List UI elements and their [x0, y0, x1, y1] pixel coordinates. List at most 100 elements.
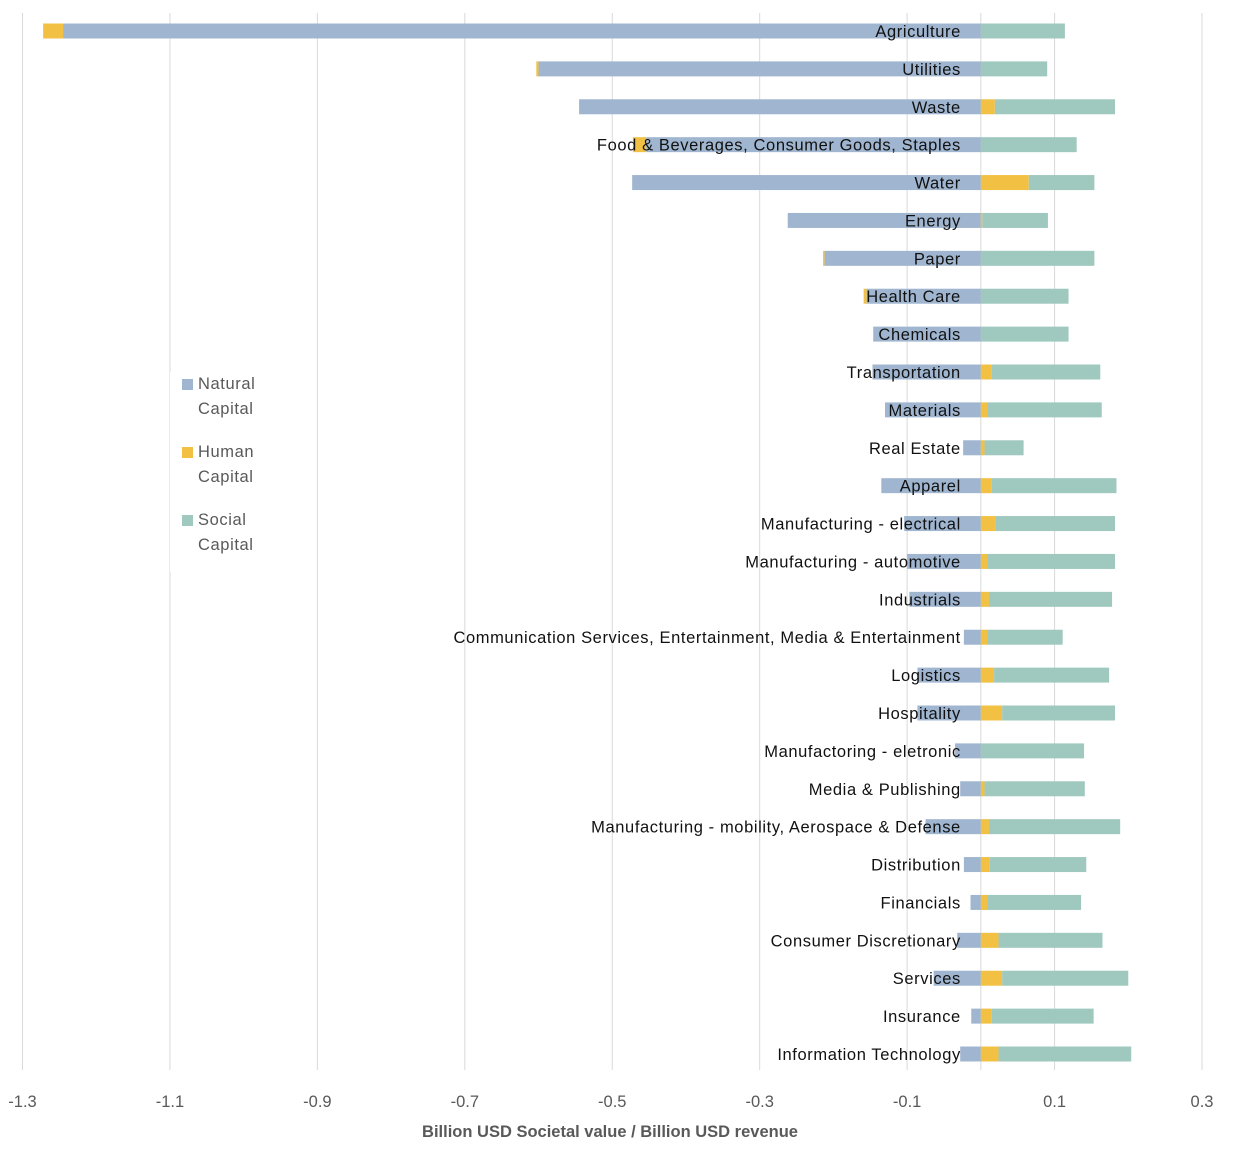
bar-natural-capital [909, 591, 981, 607]
bar-human-capital [980, 667, 995, 683]
bar-natural-capital [963, 629, 981, 645]
bar-social-capital [994, 667, 1110, 683]
bar-human-capital [980, 894, 988, 910]
bar-social-capital [988, 591, 1113, 607]
bar-social-capital [1028, 175, 1095, 191]
bar-social-capital [991, 1008, 1094, 1024]
bar-human-capital [980, 591, 989, 607]
category-label: Media & Publishing [809, 781, 961, 799]
category-label: Communication Services, Entertainment, M… [453, 629, 960, 647]
category-label: Transportation [847, 364, 961, 382]
bar-social-capital [984, 781, 1085, 797]
bar-social-capital [998, 1046, 1132, 1062]
bar-social-capital [991, 478, 1117, 494]
x-tick-label: -0.5 [598, 1093, 626, 1111]
bar-social-capital [988, 819, 1121, 835]
bar-natural-capital [873, 326, 981, 342]
bar-natural-capital [970, 894, 981, 910]
bar-social-capital [1002, 970, 1129, 986]
bar-social-capital [987, 629, 1063, 645]
bar-social-capital [984, 440, 1024, 456]
bar-social-capital [989, 857, 1087, 873]
bar-human-capital [980, 932, 999, 948]
bar-human-capital [632, 137, 647, 153]
bar-natural-capital [904, 516, 981, 532]
legend-label: Human [198, 443, 255, 461]
category-label: Industrials [879, 591, 961, 609]
legend-label: Natural [198, 375, 256, 393]
category-label: Distribution [871, 857, 961, 875]
legend-item-natural-capital: Natural Capital [170, 372, 280, 422]
x-tick-label: -0.1 [893, 1093, 921, 1111]
bar-human-capital [980, 516, 996, 532]
bar-natural-capital [907, 553, 981, 569]
legend-label: Social [198, 511, 247, 529]
bar-human-capital [980, 705, 1003, 721]
bar-natural-capital [787, 212, 981, 228]
bar-social-capital [980, 61, 1048, 77]
bar-social-capital [980, 743, 1085, 759]
bar-natural-capital [963, 440, 981, 456]
bars [43, 23, 1132, 1062]
category-label: Health Care [866, 288, 961, 306]
bar-social-capital [987, 402, 1102, 418]
bar-human-capital [980, 1008, 992, 1024]
bar-human-capital [980, 478, 992, 494]
category-label: Agriculture [875, 23, 960, 41]
category-label: Water [914, 175, 960, 193]
bar-social-capital [994, 99, 1116, 115]
bar-natural-capital [872, 364, 981, 380]
bar-natural-capital [960, 1046, 981, 1062]
bar-social-capital [991, 364, 1101, 380]
bar-human-capital [980, 1046, 999, 1062]
bar-human-capital [980, 99, 995, 115]
category-label: Services [893, 970, 961, 988]
x-tick-label: -0.3 [745, 1093, 773, 1111]
category-label: Materials [889, 402, 961, 420]
x-tick-label: 0.1 [1043, 1093, 1066, 1111]
legend-swatch-human [182, 447, 193, 458]
bar-social-capital [980, 288, 1069, 304]
bar-natural-capital [963, 857, 981, 873]
category-label: Manufacturing - electrical [761, 516, 961, 534]
bar-natural-capital [866, 288, 981, 304]
bar-natural-capital [925, 819, 981, 835]
bar-natural-capital [881, 478, 981, 494]
legend-label: Capital [198, 536, 254, 554]
category-label: Manufacturing - automotive [745, 553, 961, 571]
category-label: Hospitality [878, 705, 961, 723]
bar-social-capital [987, 894, 1082, 910]
x-tick-label: -0.9 [303, 1093, 331, 1111]
x-tick-labels: -1.3 -1.1 -0.9 -0.7 -0.5 -0.3 -0.1 0.1 0.3 [8, 1093, 1213, 1111]
bar-natural-capital [63, 23, 981, 39]
bar-social-capital [980, 326, 1069, 342]
bar-social-capital [987, 553, 1116, 569]
category-label: Manufactoring - eletronic [764, 743, 961, 761]
bar-natural-capital [933, 970, 981, 986]
bar-social-capital [998, 932, 1103, 948]
category-label: Utilities [902, 61, 961, 79]
category-label: Apparel [900, 478, 961, 496]
bar-natural-capital [957, 932, 981, 948]
bar-natural-capital [960, 781, 981, 797]
category-label: Consumer Discretionary [771, 932, 961, 950]
bar-human-capital [980, 175, 1029, 191]
bar-human-capital [43, 23, 64, 39]
bar-natural-capital [917, 705, 981, 721]
category-label: Real Estate [869, 440, 961, 458]
bar-social-capital [1002, 705, 1116, 721]
bar-natural-capital [971, 1008, 981, 1024]
x-axis-title: Billion USD Societal value / Billion USD… [422, 1123, 798, 1141]
category-label: Paper [914, 250, 961, 268]
bar-natural-capital [955, 743, 981, 759]
bar-natural-capital [646, 137, 981, 153]
category-label: Manufacturing - mobility, Aerospace & De… [591, 819, 961, 837]
legend: Natural Capital Human Capital Social Cap… [170, 372, 280, 572]
category-label: Waste [912, 99, 961, 117]
bar-human-capital [980, 402, 988, 418]
category-label: Chemicals [878, 326, 960, 344]
bar-human-capital [823, 250, 825, 266]
legend-label: Capital [198, 400, 254, 418]
bar-social-capital [980, 137, 1077, 153]
